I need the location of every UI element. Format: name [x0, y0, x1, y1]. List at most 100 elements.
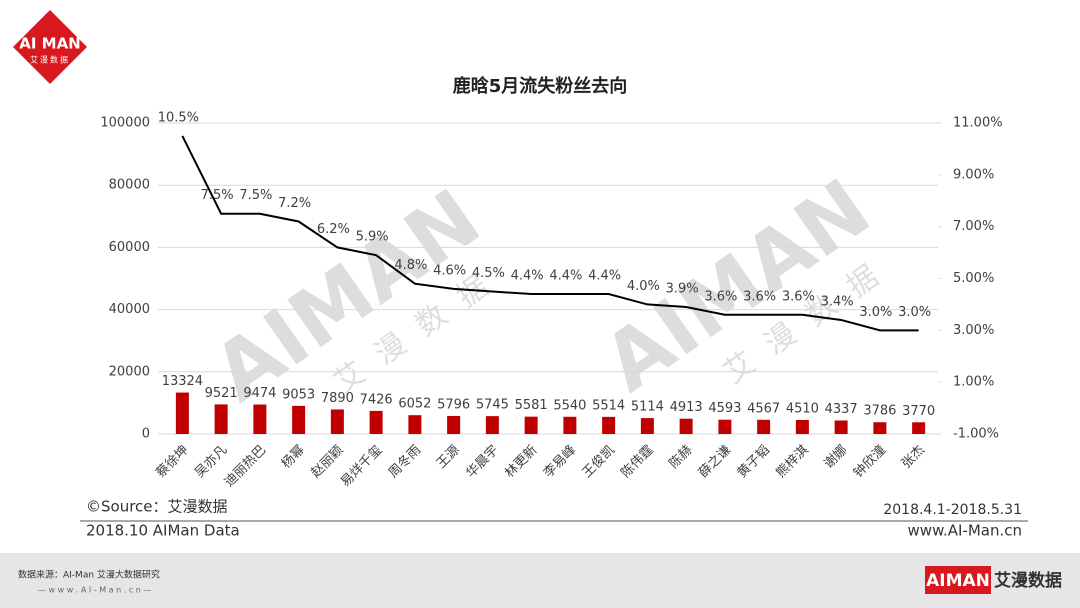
- footer-source: 数据来源：AI-Man 艾漫大数据研究: [18, 569, 160, 581]
- x-tick-label: 熊梓淇: [773, 442, 812, 481]
- bar-value-label: 4567: [747, 401, 780, 416]
- bar: [447, 415, 461, 434]
- bar-value-label: 9053: [282, 387, 315, 402]
- x-tick-label: 陈赫: [666, 442, 696, 472]
- y-tick-label: 80000: [109, 178, 150, 193]
- logo-shape: [13, 10, 87, 84]
- bar-value-label: 7426: [360, 392, 393, 407]
- x-tick-label: 王源: [434, 443, 463, 472]
- line-value-label: 4.4%: [588, 269, 621, 284]
- y2-tick-label: 3.00%: [953, 323, 994, 338]
- bar: [563, 416, 577, 434]
- x-tick-label: 黄子韬: [735, 443, 773, 481]
- bar-value-label: 4593: [708, 401, 741, 416]
- bar-value-label: 4510: [786, 401, 819, 416]
- x-tick-label: 华晨宇: [463, 443, 501, 481]
- bar: [175, 392, 189, 434]
- bar: [330, 409, 344, 434]
- bar: [873, 422, 887, 434]
- footer-band: [0, 553, 1080, 608]
- bar-value-label: 7890: [321, 391, 354, 406]
- bar-value-label: 9474: [243, 386, 276, 401]
- bar-value-label: 5745: [476, 398, 509, 413]
- x-tick-label: 周冬雨: [385, 442, 424, 481]
- period-note: 2018.4.1-2018.5.31: [883, 502, 1022, 518]
- y2-tick-label: -1.00%: [953, 427, 999, 442]
- x-tick-label: 林更新: [502, 442, 541, 481]
- bar-value-label: 5114: [631, 400, 664, 415]
- bar: [292, 405, 306, 434]
- y2-tick-label: 5.00%: [953, 271, 994, 286]
- bar: [640, 418, 654, 434]
- bar-value-label: 3770: [902, 404, 935, 419]
- bar: [214, 404, 228, 434]
- y-tick-label: 60000: [109, 240, 150, 255]
- y2-tick-label: 11.00%: [953, 116, 1003, 131]
- line-value-label: 4.0%: [627, 279, 660, 294]
- bar-value-label: 5514: [592, 398, 625, 413]
- line-value-label: 4.5%: [472, 266, 505, 281]
- bar: [253, 404, 267, 434]
- bar: [834, 420, 848, 434]
- line-value-label: 4.6%: [433, 263, 466, 278]
- bar: [602, 416, 616, 434]
- x-tick-label: 薛之谦: [696, 443, 734, 481]
- bar-value-label: 6052: [398, 397, 431, 412]
- bar-value-label: 13324: [162, 374, 203, 389]
- line-value-label: 4.4%: [549, 269, 582, 284]
- bar-value-label: 4337: [825, 402, 858, 417]
- y2-tick-label: 7.00%: [953, 219, 994, 234]
- bar: [757, 419, 771, 434]
- x-tick-label: 王俊凯: [580, 443, 618, 481]
- bar-value-label: 5540: [553, 398, 586, 413]
- bar: [524, 416, 538, 434]
- line-value-label: 4.8%: [394, 258, 427, 273]
- line-value-label: 7.2%: [278, 196, 311, 211]
- y-tick-label: 100000: [100, 116, 150, 131]
- bar: [369, 410, 383, 434]
- line-value-label: 10.5%: [158, 110, 199, 125]
- line-value-label: 7.5%: [201, 188, 234, 203]
- bar: [679, 418, 693, 434]
- copyright-note: 2018.10 AIMan Data: [86, 522, 240, 540]
- line: [181, 135, 919, 332]
- source-note: ©Source：艾漫数据: [86, 498, 228, 516]
- bar-value-label: 9521: [205, 386, 238, 401]
- website-note: www.AI-Man.cn: [908, 522, 1022, 540]
- line-value-label: 7.5%: [239, 188, 272, 203]
- x-tick-label: 杨幂: [279, 443, 308, 472]
- x-tick-label: 蔡徐坤: [153, 443, 191, 481]
- bar: [485, 416, 499, 434]
- line-value-label: 3.9%: [666, 282, 699, 297]
- logo-sub: 艾漫数据: [30, 55, 70, 65]
- x-tick-label: 迪丽热巴: [222, 443, 269, 490]
- logo: AI MAN: [19, 35, 81, 53]
- y2-tick-label: 1.00%: [953, 375, 994, 390]
- bar: [795, 419, 809, 434]
- line-value-label: 3.6%: [782, 289, 815, 304]
- bar-value-label: 4913: [670, 400, 703, 415]
- x-tick-label: 谢娜: [821, 442, 851, 472]
- bar: [718, 419, 732, 434]
- x-tick-label: 赵丽颖: [308, 443, 346, 481]
- bar: [912, 422, 926, 434]
- line-value-label: 3.6%: [743, 289, 776, 304]
- footer-logo-box: [925, 566, 991, 594]
- footer-logo-sub: 艾漫数据: [994, 570, 1062, 591]
- x-tick-label: 吴亦凡: [192, 442, 231, 481]
- footer-website: — w w w . A I - M a n . c n —: [38, 586, 151, 595]
- bar-value-label: 5796: [437, 397, 470, 412]
- bar: [408, 415, 422, 434]
- line-value-label: 3.0%: [898, 305, 931, 320]
- y2-tick-label: 9.00%: [953, 167, 994, 182]
- chart-title: 鹿晗5月流失粉丝去向: [453, 75, 628, 97]
- y-tick-label: 40000: [109, 302, 150, 317]
- line-value-label: 4.4%: [511, 269, 544, 284]
- line-value-label: 5.9%: [356, 230, 389, 245]
- line-value-label: 6.2%: [317, 222, 350, 237]
- x-tick-label: 易烊千玺: [338, 443, 385, 490]
- bar-value-label: 3786: [863, 404, 896, 419]
- footer-logo: AIMAN: [926, 571, 990, 591]
